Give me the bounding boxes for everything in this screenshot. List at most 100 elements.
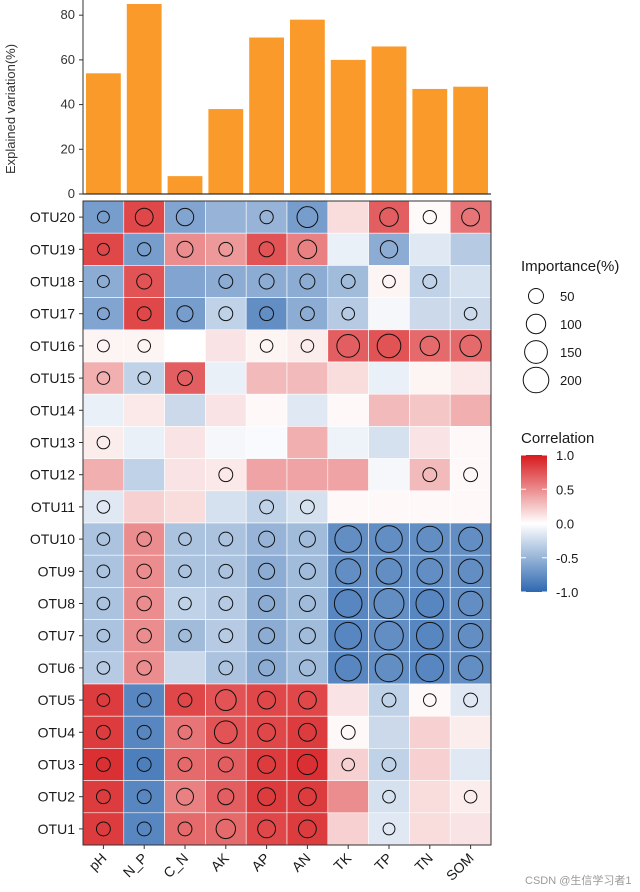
cell-OTU10-TN [409, 522, 451, 556]
cell-OTU18-pH [82, 265, 125, 298]
cell-OTU15-AP [245, 361, 288, 395]
y-tick-label: 20 [61, 141, 75, 156]
cell-OTU8-C_N [164, 587, 206, 620]
importance-circle [298, 594, 316, 613]
bar-AK [208, 109, 244, 194]
cell-OTU17-AP [245, 297, 288, 331]
importance-circle [415, 589, 445, 618]
importance-circle [382, 789, 396, 804]
importance-circle [340, 724, 356, 740]
cell-OTU4-pH [82, 715, 125, 749]
importance-circle [258, 273, 275, 290]
cell-OTU3-pH [82, 748, 125, 781]
cell-OTU16-pH [82, 329, 125, 363]
importance-circle [218, 467, 234, 483]
cell-OTU5-C_N [164, 683, 206, 717]
importance-circle [463, 789, 478, 804]
cell-OTU11-AK [205, 490, 247, 524]
importance-circle [136, 692, 152, 708]
cell-OTU10-TK [327, 522, 369, 556]
cell-OTU1-AK [205, 812, 247, 846]
cell-OTU4-N_P [123, 715, 165, 749]
importance-circle [458, 526, 484, 552]
cell-OTU8-AP [245, 587, 288, 620]
importance-circle [416, 525, 444, 553]
cell-OTU19-AK [205, 232, 247, 266]
importance-circle [136, 563, 152, 580]
cell-OTU15-TP [368, 361, 410, 395]
importance-circle [334, 525, 363, 553]
cell-OTU13-TP [368, 426, 410, 459]
row-label: OTU13 [30, 435, 75, 451]
cell-OTU19-C_N [164, 232, 206, 266]
importance-circle [96, 500, 111, 514]
importance-circle [178, 628, 192, 643]
importance-circle [463, 306, 478, 321]
importance-legend-label: 200 [560, 373, 582, 388]
importance-circle [341, 757, 356, 772]
cell-OTU3-TP [368, 748, 410, 781]
importance-circle [296, 753, 318, 776]
cell-OTU9-TK [327, 554, 369, 588]
importance-circle [96, 435, 111, 450]
importance-circle [257, 819, 277, 839]
cell-OTU9-TN [409, 554, 451, 588]
cell-OTU20-AK [205, 200, 247, 234]
row-label: OTU7 [38, 628, 76, 644]
importance-circle [297, 239, 318, 260]
cell-OTU11-C_N [164, 490, 206, 524]
importance-circle [177, 757, 193, 772]
importance-circle [176, 787, 194, 806]
cell-OTU7-C_N [164, 619, 206, 653]
importance-circle [379, 240, 399, 259]
cell-OTU20-TN [409, 200, 451, 234]
importance-circle [457, 655, 484, 681]
importance-circle [95, 757, 111, 772]
row-label: OTU20 [30, 209, 75, 225]
cell-OTU20-pH [82, 200, 125, 234]
cell-OTU17-TN [409, 297, 451, 331]
importance-circle [175, 207, 195, 227]
importance-circle [214, 689, 237, 712]
column-label: AK [207, 849, 232, 874]
importance-circle [96, 628, 111, 643]
cell-OTU13-TN [409, 426, 451, 459]
cell-OTU16-TK [327, 329, 369, 363]
bar-N_P [126, 4, 162, 194]
cell-OTU17-N_P [123, 297, 165, 331]
importance-circle [136, 821, 152, 837]
column-label: N_P [120, 850, 151, 881]
cell-OTU5-N_P [123, 683, 165, 717]
importance-circle [258, 241, 275, 258]
importance-circle [215, 818, 237, 840]
cell-OTU11-TN [409, 490, 451, 524]
cell-OTU16-AP [245, 329, 288, 363]
cell-OTU19-pH [82, 232, 125, 266]
row-label: OTU2 [38, 789, 76, 805]
cell-OTU16-TP [368, 329, 410, 363]
cell-OTU12-C_N [164, 458, 206, 492]
cell-OTU16-N_P [123, 329, 165, 363]
importance-circle [96, 307, 110, 321]
cell-OTU8-TP [368, 587, 410, 620]
cell-OTU10-AK [205, 522, 247, 556]
importance-circle [299, 273, 316, 290]
cell-OTU6-AP [245, 651, 288, 685]
row-label: OTU1 [38, 821, 76, 837]
importance-circle [297, 722, 317, 742]
importance-circle [176, 240, 194, 258]
cell-OTU5-AN [286, 683, 329, 717]
cell-OTU18-AN [286, 265, 329, 298]
importance-circle [136, 757, 152, 772]
importance-circle [298, 627, 316, 645]
cell-OTU2-AN [286, 780, 329, 814]
cell-OTU7-N_P [123, 619, 165, 653]
cell-OTU14-SOM [449, 393, 492, 427]
importance-circle [422, 467, 438, 483]
y-axis-title: Explained variation(%) [3, 44, 18, 174]
importance-circle [340, 274, 356, 289]
cell-OTU7-AP [245, 619, 288, 653]
importance-circle [137, 371, 152, 385]
importance-circle [136, 273, 153, 290]
importance-circle [298, 562, 316, 580]
